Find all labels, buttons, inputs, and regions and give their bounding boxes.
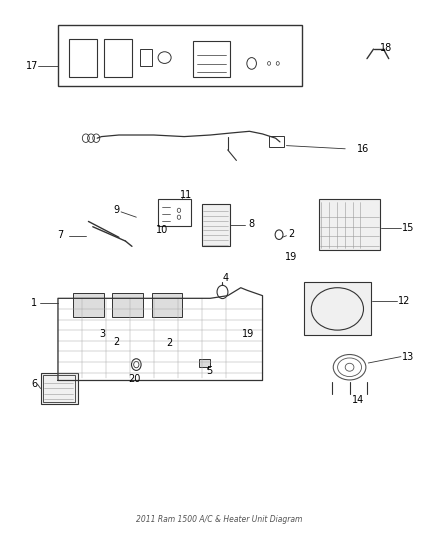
Text: 10: 10 — [156, 225, 169, 236]
Bar — [69, 38, 97, 77]
Text: 2: 2 — [288, 229, 294, 239]
Text: 7: 7 — [57, 230, 63, 240]
Bar — [304, 282, 371, 335]
Text: 2: 2 — [113, 337, 120, 348]
Text: 5: 5 — [206, 366, 212, 376]
Text: 13: 13 — [402, 352, 414, 361]
Text: 2: 2 — [166, 338, 172, 349]
Text: 20: 20 — [128, 374, 140, 384]
Text: 3: 3 — [100, 329, 106, 339]
Text: 17: 17 — [26, 61, 38, 71]
Bar — [58, 25, 302, 86]
Text: 4: 4 — [223, 273, 229, 283]
Bar — [152, 293, 182, 317]
Text: 14: 14 — [352, 395, 364, 405]
Bar — [319, 199, 380, 249]
Text: 19: 19 — [242, 329, 254, 340]
Bar — [201, 204, 230, 246]
Bar — [199, 359, 210, 367]
Text: 1: 1 — [31, 297, 37, 308]
Text: 6: 6 — [31, 379, 37, 389]
Bar — [113, 293, 143, 317]
Text: 2011 Ram 1500 A/C & Heater Unit Diagram: 2011 Ram 1500 A/C & Heater Unit Diagram — [136, 515, 302, 523]
Bar — [158, 199, 191, 225]
Text: 8: 8 — [249, 219, 255, 229]
Bar — [269, 135, 284, 147]
Bar — [140, 49, 152, 66]
Bar — [73, 293, 104, 317]
Text: 19: 19 — [285, 252, 297, 262]
Bar — [104, 38, 132, 77]
Bar — [41, 373, 78, 405]
Text: 11: 11 — [180, 190, 192, 200]
Bar — [43, 375, 75, 402]
Text: 9: 9 — [113, 205, 120, 215]
Text: 15: 15 — [402, 223, 414, 233]
Text: 12: 12 — [398, 296, 410, 306]
Bar — [193, 41, 230, 77]
Text: 18: 18 — [381, 43, 393, 53]
Text: 16: 16 — [357, 144, 369, 154]
